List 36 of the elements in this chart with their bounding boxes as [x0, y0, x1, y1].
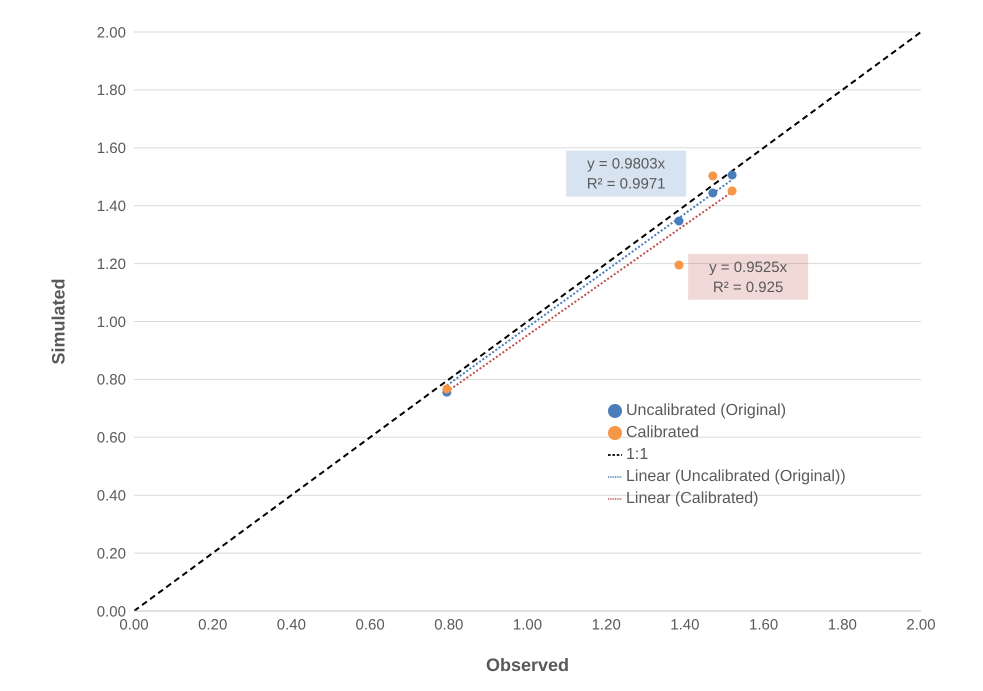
x-tick-label: 1.20 [592, 616, 621, 634]
y-tick-label: 0.60 [96, 430, 126, 447]
x-tick-label: 0.20 [198, 616, 228, 634]
x-axis-title: Observed [486, 655, 570, 675]
point [442, 384, 452, 394]
point [728, 170, 737, 180]
y-tick-label: 1.80 [96, 82, 126, 100]
legend-label: Uncalibrated (Original) [626, 402, 786, 419]
x-tick-label: 0.60 [356, 616, 385, 634]
x-tick-label: 1.00 [512, 616, 542, 634]
legend-label: Linear (Calibrated) [626, 490, 759, 507]
point [674, 260, 684, 270]
point [674, 216, 684, 226]
x-tick-label: 0.40 [276, 616, 306, 634]
y-tick-label: 0.40 [96, 488, 126, 505]
annotation: y = 0.9525x R² = 0.925 [709, 258, 788, 296]
y-tick-label: 0.20 [96, 545, 126, 562]
y-tick-label: 1.40 [96, 198, 126, 216]
y-tick-label: 1.00 [96, 314, 126, 331]
x-tick-label: 1.60 [749, 616, 778, 634]
legend-label: Calibrated [626, 424, 699, 441]
annotation: y = 0.9803x R² = 0.9971 [586, 156, 666, 193]
point [708, 188, 718, 198]
x-tick-label: 0.80 [434, 616, 464, 634]
y-axis-title: Simulated [48, 278, 68, 365]
legend-label: 1:1 [626, 446, 648, 463]
y-tick-label: 0.80 [96, 372, 126, 389]
y-tick-label: 1.20 [96, 256, 126, 273]
x-tick-label: 2.00 [906, 616, 936, 634]
x-tick-label: 1.40 [670, 616, 700, 634]
legend-label: Linear (Uncalibrated (Original)) [626, 468, 846, 485]
y-tick-label: 1.60 [96, 140, 126, 158]
point [708, 171, 718, 180]
x-tick-label: 1.80 [828, 616, 857, 634]
y-tick-label: 2.00 [96, 24, 126, 42]
point [728, 186, 737, 196]
